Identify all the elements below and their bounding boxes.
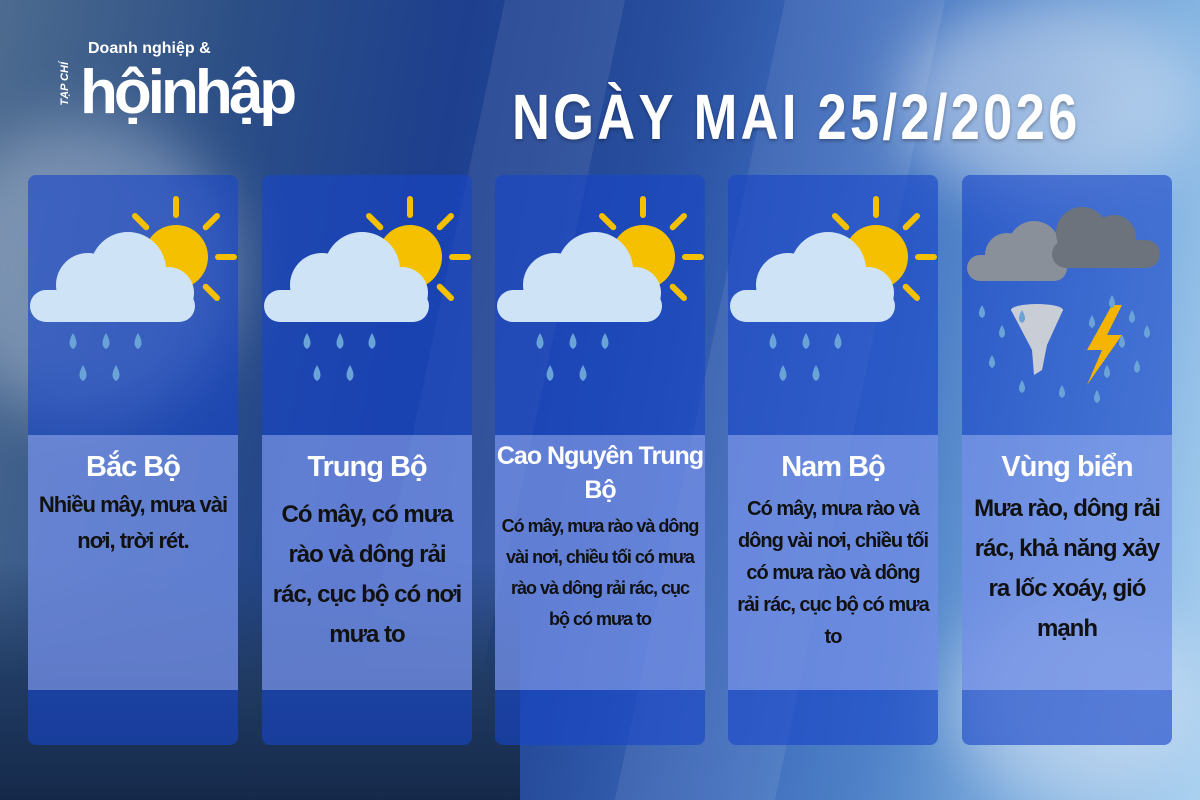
cloud-icon (497, 232, 662, 322)
region-name: Nam Bộ (781, 451, 886, 483)
sun-cloud-rain-icon (728, 185, 938, 435)
cloud-icon (730, 232, 895, 322)
logo-prefix: TẠP CHÍ (59, 62, 71, 106)
lightning-icon (1087, 305, 1122, 385)
region-panel: Nam Bộ Có mây, mưa rào và dông vài nơi, … (728, 435, 938, 690)
rain-drops-icon (536, 333, 609, 381)
sun-cloud-rain-icon (262, 185, 472, 435)
rain-drops-icon (69, 333, 142, 381)
rain-drops-icon (979, 295, 1150, 403)
region-forecast: Có mây, có mưa rào và dông rải rác, cục … (272, 501, 462, 648)
logo-tagline: Doanh nghiệp & (88, 40, 211, 57)
rain-drops-icon (303, 333, 376, 381)
storm-cloud-icon (1052, 207, 1160, 268)
tornado-icon (1011, 304, 1063, 375)
storm-cloud-icon (967, 221, 1067, 281)
cloud-icon (264, 232, 429, 322)
region-card: Bắc Bộ Nhiều mây, mưa vài nơi, trời rét. (28, 175, 238, 745)
region-forecast: Có mây, mưa rào và dông vài nơi, chiều t… (501, 516, 700, 629)
region-forecast: Mưa rào, dông rải rác, khả năng xảy ra l… (974, 495, 1161, 642)
region-card: Cao Nguyên Trung Bộ Có mây, mưa rào và d… (495, 175, 705, 745)
region-panel: Cao Nguyên Trung Bộ Có mây, mưa rào và d… (495, 435, 705, 690)
region-name: Cao Nguyên Trung Bộ (496, 442, 704, 504)
region-panel: Bắc Bộ Nhiều mây, mưa vài nơi, trời rét. (28, 435, 238, 690)
region-panel: Trung Bộ Có mây, có mưa rào và dông rải … (262, 435, 472, 690)
region-name: Bắc Bộ (86, 451, 181, 483)
storm-tornado-icon (962, 185, 1172, 435)
region-card: Vùng biển Mưa rào, dông rải rác, khả năn… (962, 175, 1172, 745)
region-name: Vùng biển (1001, 451, 1133, 483)
cloud-icon (30, 232, 195, 322)
region-card: Nam Bộ Có mây, mưa rào và dông vài nơi, … (728, 175, 938, 745)
logo-name: hộinhập (80, 58, 297, 127)
region-card: Trung Bộ Có mây, có mưa rào và dông rải … (262, 175, 472, 745)
region-name: Trung Bộ (307, 451, 427, 483)
background-cloud (900, 0, 1200, 200)
sun-cloud-rain-icon (495, 185, 705, 435)
region-forecast: Nhiều mây, mưa vài nơi, trời rét. (38, 492, 228, 553)
page-title: NGÀY MAI 25/2/2026 (512, 81, 1081, 153)
region-forecast: Có mây, mưa rào và dông vài nơi, chiều t… (737, 498, 929, 648)
region-panel: Vùng biển Mưa rào, dông rải rác, khả năn… (962, 435, 1172, 690)
sun-cloud-rain-icon (28, 185, 238, 435)
rain-drops-icon (769, 333, 842, 381)
magazine-logo: TẠP CHÍ Doanh nghiệp & hộinhập (44, 40, 344, 130)
